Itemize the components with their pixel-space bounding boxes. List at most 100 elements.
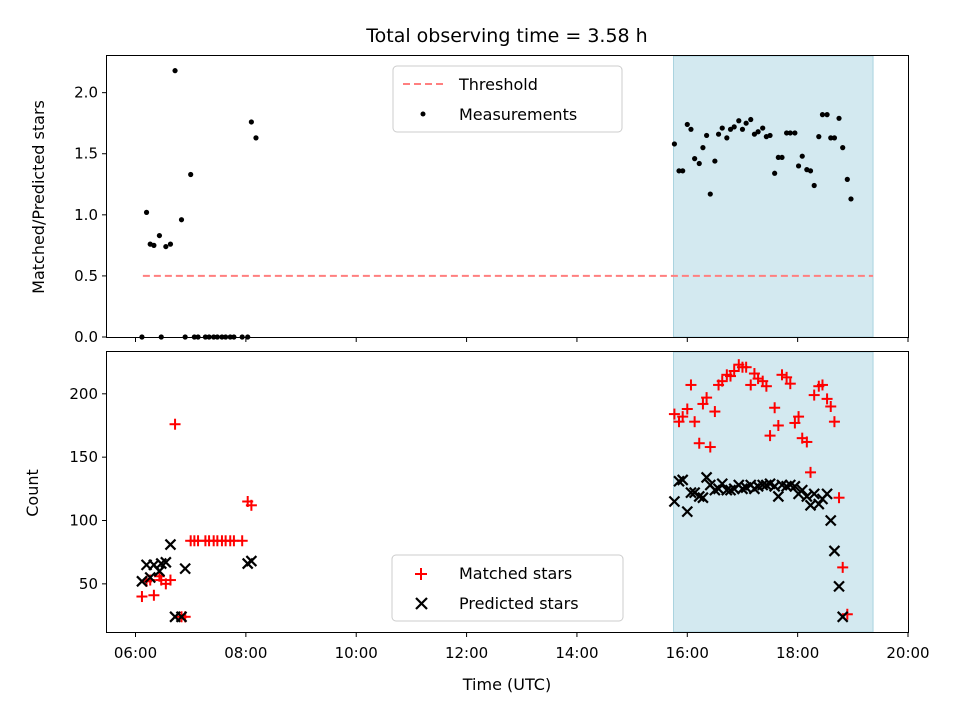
matched-legend-label: Matched stars [459,564,572,583]
predicted-stars-point [808,488,820,500]
matched-stars-point [816,379,828,391]
predicted-stars-point [789,480,801,493]
matched-stars-point [740,361,752,373]
measurements-point [700,145,706,151]
measurements-point [760,125,766,131]
matched-stars-point [236,535,248,547]
measurements-point [767,132,773,139]
counts-y-tick-label: 150 [69,448,98,466]
measurements-point [692,156,698,162]
x-tick-label: 14:00 [555,644,598,662]
counts-legend-box [391,554,624,622]
measurements-point [775,154,781,161]
measurements-point [248,119,254,125]
matched-stars-point [772,419,784,431]
measurements-point [727,126,734,132]
measurements-point [807,168,814,174]
counts-y-axis: 50 100 150 200 [69,385,107,593]
predicted-stars-point [668,495,681,508]
measurements-point [163,243,169,250]
ratio-y-tick-label: 0.0 [74,328,98,346]
predicted-stars-point [780,480,793,493]
counts-panel-frame [106,351,909,633]
measurements-point [712,158,718,164]
predicted-stars-point [836,611,849,623]
measurements-point [724,135,730,141]
predicted-stars-point [716,477,729,490]
matched-stars-point [245,499,257,511]
matched-stars-point [789,417,801,429]
measurements-point [743,120,749,126]
measurements-point [188,171,194,178]
measurements-point [696,160,702,167]
measurements-point [755,129,761,135]
matched-stars-point [677,411,689,423]
matched-stars-point [689,416,701,428]
matched-stars-point [821,393,833,405]
predicted-stars-point [736,483,749,495]
matched-stars-point [745,379,757,391]
measurements-point [816,134,822,140]
chart-title: Total observing time = 3.58 h [365,25,647,47]
matched-stars-point [148,589,160,601]
measurements-point [779,154,785,161]
measurements-point [707,191,713,197]
matched-stars-point [693,437,705,449]
matched-stars-point [164,574,176,586]
counts-y-tick-label: 100 [69,512,98,530]
measurements-point [676,168,682,174]
matched-stars-point [760,380,772,392]
ratio-y-tick-label: 1.0 [74,206,98,224]
x-axis-label: Time (UTC) [462,675,551,694]
counts-y-axis-label: Count [23,469,42,517]
measurements-point [704,132,710,139]
matched-stars-point [793,411,805,423]
ratio-y-tick-label: 0.5 [74,267,98,285]
matched-stars-point [784,378,796,390]
predicted-stars-point [833,580,845,593]
measurements-point [844,176,850,182]
matched-stars-point [697,398,709,410]
measurements-point [178,217,185,223]
ratio-y-axis-label: Matched/Predicted stars [29,100,48,294]
measurements-point [819,112,826,118]
ratio-panel-shaded-region [672,55,874,338]
ratio-legend-box [392,65,623,133]
measurements-point [731,124,737,130]
predicted-stars-point [693,490,706,503]
measurements-point [836,115,842,121]
matched-stars-point [828,416,840,428]
ratio-panel-frame [106,55,909,338]
measurements-point [787,130,793,136]
predicted-stars-point [676,474,689,486]
measurements-point [772,170,778,176]
matched-stars-point [728,365,740,377]
x-tick-label: 08:00 [224,644,267,662]
x-tick-label: 18:00 [776,644,819,662]
matched-stars-point [805,466,817,478]
x-tick-label: 16:00 [666,644,709,662]
measurements-point [671,141,678,147]
measurements-point [739,126,746,132]
predicted-stars-point [824,514,837,527]
ratio-legend: Threshold Measurements [392,65,623,133]
predicted-stars-point [681,505,694,518]
measurements-point [688,126,694,132]
measurements-point [156,232,163,239]
measurements-legend-label: Measurements [459,105,577,124]
measurements-point [748,116,754,123]
matched-stars-point [704,441,716,453]
measurements-point [784,130,790,136]
matched-stars-point [841,608,853,620]
measurements-point [828,135,834,141]
predicted-stars-point [697,491,709,504]
matched-stars-point [668,408,680,420]
measurements-point [795,163,802,169]
measurements-point [680,168,686,174]
ratio-y-tick-label: 1.5 [74,145,98,163]
x-tick-label: 06:00 [114,644,157,662]
matched-stars-point [808,389,820,401]
matched-stars-point [781,371,793,383]
measurements-point [172,68,178,74]
counts-x-axis: 06:00 08:00 10:00 12:00 14:00 16:00 18:00 20:00 [114,632,930,662]
